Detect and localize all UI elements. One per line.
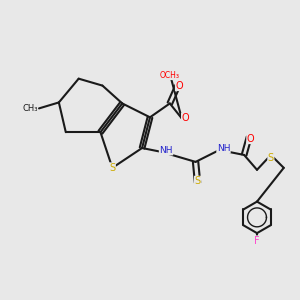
Text: O: O <box>182 113 189 123</box>
Text: CH₃: CH₃ <box>22 104 38 113</box>
Text: NH: NH <box>217 144 230 153</box>
Text: S: S <box>268 153 274 163</box>
Text: NH: NH <box>159 146 173 155</box>
Text: S: S <box>194 176 201 186</box>
Text: F: F <box>254 236 260 246</box>
Text: OCH₃: OCH₃ <box>160 71 180 80</box>
Text: O: O <box>176 81 183 91</box>
Text: S: S <box>109 163 116 173</box>
Text: O: O <box>247 134 254 144</box>
